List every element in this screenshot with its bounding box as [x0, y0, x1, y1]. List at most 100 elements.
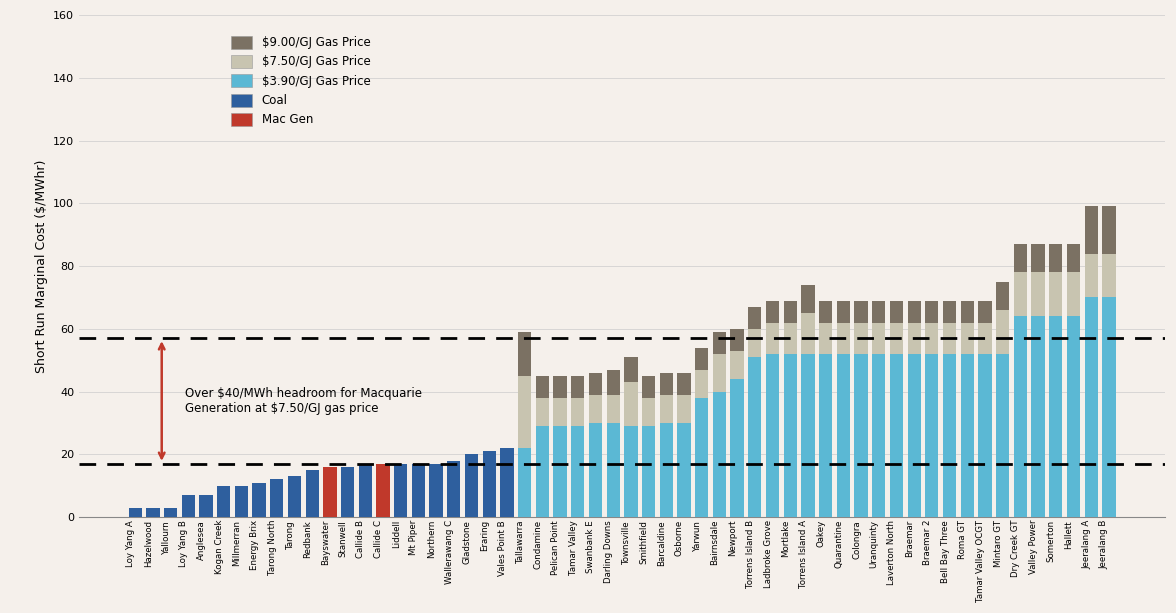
Bar — [926, 322, 938, 354]
Bar — [1084, 297, 1098, 517]
Bar — [695, 398, 708, 517]
Bar — [306, 470, 319, 517]
Bar — [536, 426, 549, 517]
Bar — [695, 370, 708, 398]
Bar — [1102, 297, 1116, 517]
Bar — [677, 373, 690, 395]
Bar — [1031, 316, 1044, 517]
Bar — [961, 354, 974, 517]
Bar — [836, 322, 850, 354]
Bar — [146, 508, 160, 517]
Bar — [783, 300, 797, 322]
Bar — [536, 398, 549, 426]
Bar — [943, 354, 956, 517]
Bar — [500, 448, 514, 517]
Bar — [855, 354, 868, 517]
Bar — [200, 495, 213, 517]
Bar — [624, 357, 637, 382]
Bar — [766, 322, 780, 354]
Bar — [677, 395, 690, 423]
Bar — [572, 426, 584, 517]
Bar — [465, 454, 479, 517]
Bar — [429, 464, 443, 517]
Bar — [554, 398, 567, 426]
Bar — [978, 300, 991, 322]
Y-axis label: Short Run Marginal Cost ($/MWhr): Short Run Marginal Cost ($/MWhr) — [34, 159, 48, 373]
Bar — [572, 376, 584, 398]
Bar — [978, 322, 991, 354]
Bar — [323, 467, 336, 517]
Bar — [766, 300, 780, 322]
Bar — [642, 376, 655, 398]
Bar — [607, 370, 620, 395]
Bar — [996, 282, 1009, 310]
Legend: $9.00/GJ Gas Price, $7.50/GJ Gas Price, $3.90/GJ Gas Price, Coal, Mac Gen: $9.00/GJ Gas Price, $7.50/GJ Gas Price, … — [226, 31, 375, 131]
Bar — [713, 354, 726, 392]
Bar — [961, 322, 974, 354]
Bar — [748, 329, 761, 357]
Bar — [589, 423, 602, 517]
Bar — [677, 423, 690, 517]
Bar — [818, 354, 833, 517]
Bar — [961, 300, 974, 322]
Bar — [517, 376, 532, 448]
Bar — [801, 354, 815, 517]
Bar — [359, 464, 372, 517]
Bar — [572, 398, 584, 426]
Bar — [624, 382, 637, 426]
Bar — [341, 467, 354, 517]
Bar — [908, 322, 921, 354]
Bar — [589, 373, 602, 395]
Bar — [1049, 316, 1062, 517]
Bar — [253, 482, 266, 517]
Bar — [607, 423, 620, 517]
Bar — [873, 354, 886, 517]
Bar — [660, 423, 673, 517]
Bar — [978, 354, 991, 517]
Bar — [218, 485, 230, 517]
Bar — [394, 464, 407, 517]
Bar — [235, 485, 248, 517]
Bar — [536, 376, 549, 398]
Bar — [855, 322, 868, 354]
Bar — [270, 479, 283, 517]
Bar — [554, 376, 567, 398]
Bar — [943, 322, 956, 354]
Bar — [517, 448, 532, 517]
Bar — [730, 351, 743, 379]
Bar — [766, 354, 780, 517]
Bar — [1067, 244, 1080, 272]
Bar — [1067, 272, 1080, 316]
Bar — [730, 379, 743, 517]
Bar — [855, 300, 868, 322]
Bar — [642, 426, 655, 517]
Bar — [288, 476, 301, 517]
Bar — [713, 392, 726, 517]
Bar — [996, 354, 1009, 517]
Bar — [1102, 207, 1116, 254]
Bar — [890, 322, 903, 354]
Bar — [624, 426, 637, 517]
Bar — [783, 354, 797, 517]
Bar — [128, 508, 142, 517]
Bar — [1031, 272, 1044, 316]
Bar — [836, 354, 850, 517]
Bar — [376, 464, 389, 517]
Bar — [908, 354, 921, 517]
Bar — [642, 398, 655, 426]
Bar — [1084, 207, 1098, 254]
Bar — [1014, 316, 1027, 517]
Bar — [926, 354, 938, 517]
Bar — [163, 508, 178, 517]
Bar — [1102, 254, 1116, 297]
Bar — [1084, 254, 1098, 297]
Bar — [890, 300, 903, 322]
Bar — [873, 322, 886, 354]
Bar — [660, 395, 673, 423]
Bar — [517, 332, 532, 376]
Bar — [589, 395, 602, 423]
Bar — [660, 373, 673, 395]
Bar — [447, 460, 461, 517]
Bar — [783, 322, 797, 354]
Bar — [996, 310, 1009, 354]
